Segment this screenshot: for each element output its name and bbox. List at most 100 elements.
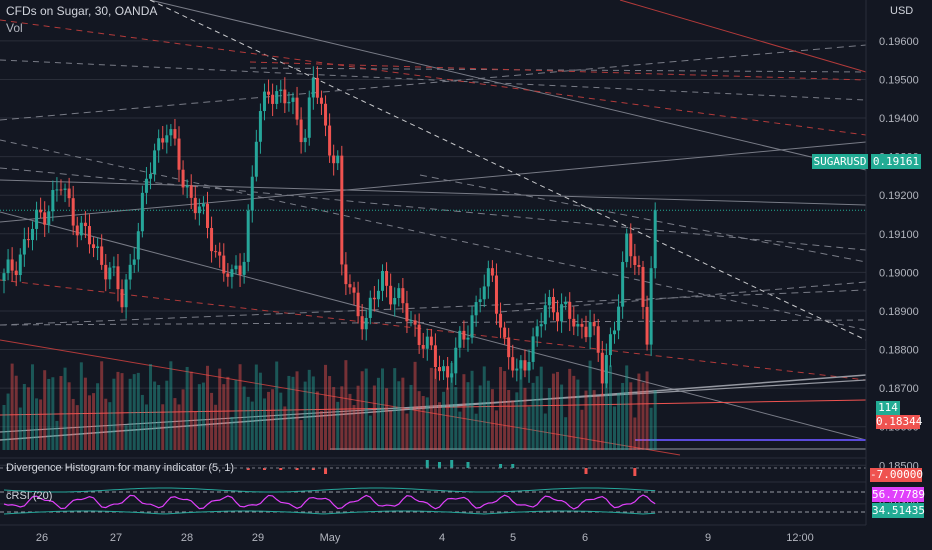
- crsi-lower-badge: 34.51435: [872, 503, 925, 518]
- histogram-bar: [437, 462, 441, 468]
- candle-body: [604, 355, 608, 384]
- candle-body: [637, 265, 641, 267]
- volume-bar: [246, 396, 250, 450]
- volume-bar: [478, 385, 482, 450]
- candle-body: [324, 103, 328, 126]
- volume-bar: [14, 375, 18, 450]
- candle-body: [238, 265, 242, 275]
- volume-bars: [2, 360, 657, 450]
- candle-body: [511, 357, 515, 371]
- volume-bar: [340, 386, 344, 450]
- volume-bar: [226, 376, 230, 450]
- volume-bar: [161, 404, 165, 450]
- candle-body: [531, 336, 535, 362]
- volume-bar: [429, 367, 433, 450]
- volume-bar: [165, 380, 169, 450]
- candle-body: [39, 209, 43, 213]
- volume-bar: [503, 371, 507, 450]
- candle-body: [214, 251, 218, 253]
- volume-bar: [629, 382, 633, 450]
- volume-bar: [120, 373, 124, 450]
- candle-body: [153, 150, 157, 174]
- candle-body: [87, 226, 91, 245]
- trend-line: [0, 279, 867, 381]
- volume-bar: [315, 391, 319, 450]
- volume-bar: [79, 362, 83, 450]
- candle-body: [157, 138, 161, 151]
- candle-body: [6, 259, 10, 274]
- candle-body: [250, 176, 254, 211]
- volume-bar: [576, 379, 580, 450]
- volume-bar: [83, 377, 87, 450]
- volume-bar: [328, 376, 332, 450]
- trend-line: [0, 59, 867, 101]
- crsi-line: [3, 494, 656, 510]
- volume-bar: [572, 375, 576, 450]
- candle-body: [551, 296, 555, 313]
- candle-body: [572, 318, 576, 327]
- histogram-bar: [450, 460, 454, 468]
- x-tick-label: 5: [510, 532, 516, 544]
- candle-body: [503, 327, 507, 338]
- candle-body: [315, 77, 319, 98]
- candle-body: [454, 347, 458, 374]
- volume-bar: [189, 371, 193, 450]
- volume-bar: [523, 387, 527, 450]
- candle-body: [161, 138, 165, 143]
- candle-body: [385, 271, 389, 286]
- volume-bar: [87, 395, 91, 450]
- volume-bar: [482, 366, 486, 450]
- volume-bar: [258, 372, 262, 450]
- histogram-bar: [246, 468, 250, 470]
- volume-bar: [653, 390, 657, 450]
- trend-lines: [0, 0, 867, 456]
- volume-bar: [462, 374, 466, 450]
- volume-bar: [144, 404, 148, 450]
- candle-body: [356, 292, 360, 317]
- candle-body: [519, 360, 523, 369]
- volume-bar: [206, 365, 209, 450]
- candle-body: [149, 173, 153, 179]
- volume-bar: [600, 393, 604, 450]
- candle-body: [613, 330, 616, 335]
- candle-body: [79, 222, 83, 236]
- candle-body: [527, 361, 531, 371]
- volume-bar: [250, 401, 254, 450]
- volume-bar: [242, 386, 246, 450]
- histogram-value-badge: -7.00000: [870, 468, 923, 482]
- volume-bar: [26, 387, 30, 450]
- candle-body: [295, 97, 299, 120]
- volume-bar: [405, 413, 409, 450]
- volume-bar: [47, 378, 51, 450]
- candle-body: [71, 198, 75, 226]
- volume-bar: [592, 390, 596, 450]
- candle-body: [210, 227, 214, 252]
- volume-bar: [201, 382, 205, 450]
- candle-body: [128, 264, 132, 280]
- candle-body: [2, 273, 6, 281]
- volume-bar: [348, 393, 352, 450]
- crsi-upper-line: [3, 487, 656, 493]
- candle-body: [262, 91, 266, 112]
- volume-bar: [531, 382, 535, 450]
- candle-body: [193, 197, 197, 214]
- histogram-bar: [262, 468, 266, 470]
- candle-body: [389, 285, 393, 305]
- trend-line: [0, 374, 867, 441]
- histogram-bar: [466, 462, 470, 468]
- candle-body: [299, 119, 303, 143]
- histogram-bar: [324, 468, 328, 474]
- volume-bar: [214, 404, 218, 450]
- candle-body: [629, 233, 633, 257]
- candle-body: [26, 239, 30, 241]
- volume-bar: [393, 368, 397, 450]
- candle-body: [206, 203, 209, 228]
- volume-bar: [10, 363, 14, 450]
- x-tick-label: 6: [582, 532, 588, 544]
- volume-bar: [311, 376, 315, 450]
- volume-bar: [450, 362, 454, 450]
- candle-body: [617, 306, 621, 331]
- candle-body: [556, 312, 560, 322]
